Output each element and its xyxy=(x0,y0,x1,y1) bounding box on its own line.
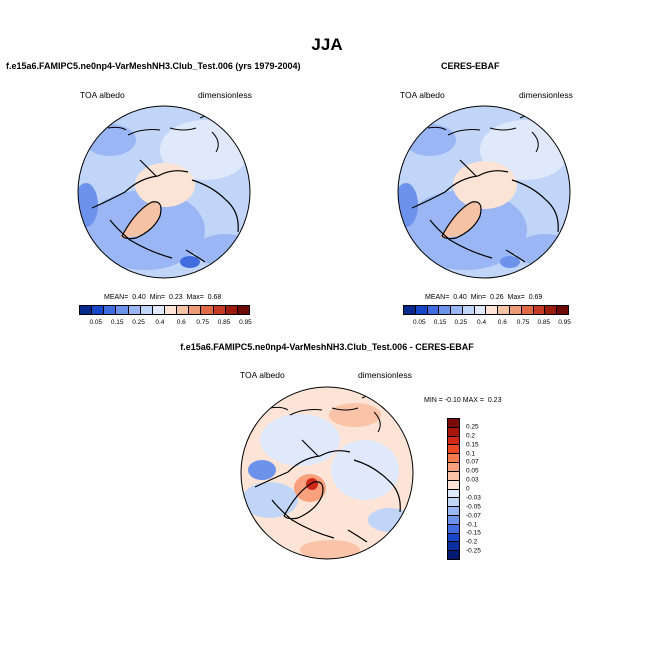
colorbar-swatch xyxy=(462,306,475,314)
colorbar-swatch xyxy=(92,306,105,314)
colorbar-swatch xyxy=(448,515,459,525)
colorbar-tick-label: 0.75 xyxy=(516,319,530,326)
panel2-left-label: TOA albedo xyxy=(400,90,445,100)
colorbar-tick-label: -0.15 xyxy=(466,529,481,537)
colorbar-swatch xyxy=(177,306,190,314)
colorbar-swatch xyxy=(448,507,459,516)
colorbar-tick-label: 0.05 xyxy=(412,319,426,326)
colorbar-swatch xyxy=(498,306,511,314)
panel1-colorbar xyxy=(79,305,250,315)
colorbar-swatch xyxy=(201,306,214,314)
colorbar-tick-label: -0.07 xyxy=(466,512,481,520)
colorbar-swatch xyxy=(448,445,459,455)
colorbar-swatch xyxy=(474,306,487,314)
colorbar-tick-label: 0.05 xyxy=(89,319,103,326)
panel3-right-label: dimensionless xyxy=(358,370,412,380)
figure-title: JJA xyxy=(311,35,343,54)
colorbar-tick-label: 0.1 xyxy=(466,450,476,457)
colorbar-tick-label: 0.4 xyxy=(155,319,165,326)
colorbar-tick-label: 0 xyxy=(466,485,470,493)
panel1-title: f.e15a6.FAMIPC5.ne0np4-VarMeshNH3.Club_T… xyxy=(6,61,301,71)
colorbar-swatch xyxy=(128,306,141,314)
colorbar-swatch xyxy=(448,498,459,508)
colorbar-tick-label: 0.6 xyxy=(497,319,507,326)
colorbar-swatch xyxy=(404,306,416,314)
panel1-map xyxy=(77,105,251,279)
panel2-right-label: dimensionless xyxy=(519,90,573,100)
panel1-stats: MEAN= 0.40 Min= 0.23 Max= 0.68 xyxy=(104,294,222,301)
colorbar-swatch xyxy=(448,454,459,464)
colorbar-swatch xyxy=(237,306,249,314)
colorbar-swatch xyxy=(521,306,534,314)
colorbar-tick-label: 0.85 xyxy=(217,319,231,326)
colorbar-tick-label: 0.15 xyxy=(466,441,479,449)
colorbar-swatch xyxy=(152,306,165,314)
colorbar-swatch xyxy=(533,306,546,314)
colorbar-tick-label: 0.15 xyxy=(433,319,447,326)
panel3-left-label: TOA albedo xyxy=(240,370,285,380)
panel2-map xyxy=(397,105,571,279)
panel3-title: f.e15a6.FAMIPC5.ne0np4-VarMeshNH3.Club_T… xyxy=(180,342,474,352)
colorbar-swatch xyxy=(557,306,568,314)
colorbar-tick-label: 0.25 xyxy=(466,423,479,431)
panel2-colorbar xyxy=(403,305,569,315)
colorbar-swatch xyxy=(448,471,459,481)
colorbar-swatch xyxy=(213,306,226,314)
panel1-right-label: dimensionless xyxy=(198,90,252,100)
colorbar-swatch xyxy=(448,542,459,552)
colorbar-tick-label: 0.03 xyxy=(466,476,479,484)
colorbar-swatch xyxy=(448,419,459,428)
colorbar-swatch xyxy=(448,524,459,534)
colorbar-swatch xyxy=(486,306,499,314)
colorbar-tick-label: 0.25 xyxy=(132,319,145,326)
colorbar-swatch xyxy=(439,306,452,314)
colorbar-swatch xyxy=(189,306,202,314)
colorbar-swatch xyxy=(225,306,238,314)
colorbar-tick-label: -0.2 xyxy=(466,538,478,546)
colorbar-tick-label: 0.15 xyxy=(110,319,124,326)
panel3-map xyxy=(240,386,414,560)
colorbar-tick-label: 0.95 xyxy=(558,319,571,326)
panel2-title: CERES-EBAF xyxy=(441,61,500,71)
panel3-stats: MIN = -0.10 MAX = 0.23 xyxy=(424,397,502,404)
colorbar-swatch xyxy=(510,306,522,314)
colorbar-tick-label: 0.4 xyxy=(477,319,487,326)
colorbar-swatch xyxy=(545,306,558,314)
colorbar-tick-label: -0.1 xyxy=(466,521,478,528)
colorbar-tick-label: 0.6 xyxy=(176,319,186,326)
colorbar-tick-label: 0.75 xyxy=(196,319,209,326)
colorbar-swatch xyxy=(448,436,459,446)
colorbar-tick-label: 0.85 xyxy=(537,319,551,326)
colorbar-swatch xyxy=(448,463,459,472)
colorbar-swatch xyxy=(448,427,459,437)
colorbar-swatch xyxy=(448,489,459,499)
colorbar-tick-label: -0.03 xyxy=(466,494,481,502)
colorbar-tick-label: 0.95 xyxy=(239,319,252,326)
panel1-left-label: TOA albedo xyxy=(80,90,125,100)
colorbar-tick-label: -0.25 xyxy=(466,547,481,555)
colorbar-tick-label: 0.2 xyxy=(466,432,476,440)
colorbar-swatch xyxy=(451,306,463,314)
colorbar-swatch xyxy=(448,551,459,559)
colorbar-swatch xyxy=(427,306,440,314)
panel3-colorbar xyxy=(447,418,460,560)
colorbar-swatch xyxy=(164,306,178,314)
colorbar-tick-label: 0.05 xyxy=(466,467,479,475)
colorbar-tick-label: 0.07 xyxy=(466,458,479,466)
colorbar-swatch xyxy=(448,480,459,490)
colorbar-swatch xyxy=(80,306,93,314)
colorbar-swatch xyxy=(116,306,129,314)
panel2-stats: MEAN= 0.40 Min= 0.26 Max= 0.69 xyxy=(425,294,543,301)
colorbar-swatch xyxy=(140,306,153,314)
colorbar-swatch xyxy=(415,306,428,314)
colorbar-swatch xyxy=(448,533,459,543)
colorbar-swatch xyxy=(104,306,117,314)
colorbar-tick-label: 0.25 xyxy=(454,319,468,326)
colorbar-tick-label: -0.05 xyxy=(466,503,481,511)
